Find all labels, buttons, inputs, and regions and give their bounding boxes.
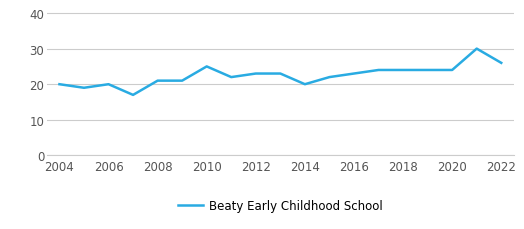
Beaty Early Childhood School [302,83,308,86]
Beaty Early Childhood School [105,83,112,86]
Beaty Early Childhood School [130,94,136,97]
Beaty Early Childhood School [474,48,480,51]
Beaty Early Childhood School [228,76,234,79]
Beaty Early Childhood School [253,73,259,76]
Beaty Early Childhood School [155,80,161,83]
Line: Beaty Early Childhood School: Beaty Early Childhood School [59,49,501,95]
Beaty Early Childhood School [56,83,62,86]
Beaty Early Childhood School [277,73,283,76]
Beaty Early Childhood School [424,69,431,72]
Beaty Early Childhood School [326,76,333,79]
Legend: Beaty Early Childhood School: Beaty Early Childhood School [173,194,388,217]
Beaty Early Childhood School [81,87,87,90]
Beaty Early Childhood School [179,80,185,83]
Beaty Early Childhood School [498,62,505,65]
Beaty Early Childhood School [400,69,406,72]
Beaty Early Childhood School [351,73,357,76]
Beaty Early Childhood School [449,69,455,72]
Beaty Early Childhood School [203,66,210,68]
Beaty Early Childhood School [375,69,381,72]
